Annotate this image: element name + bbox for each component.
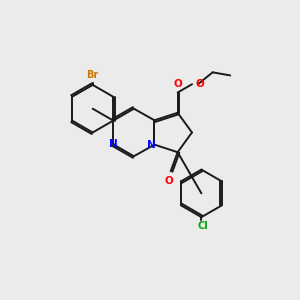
Text: O: O <box>173 79 182 89</box>
Text: O: O <box>195 79 204 89</box>
Text: O: O <box>165 176 174 186</box>
Text: Br: Br <box>87 70 99 80</box>
Text: N: N <box>109 140 118 149</box>
Text: N: N <box>146 140 155 150</box>
Text: Cl: Cl <box>197 221 208 231</box>
